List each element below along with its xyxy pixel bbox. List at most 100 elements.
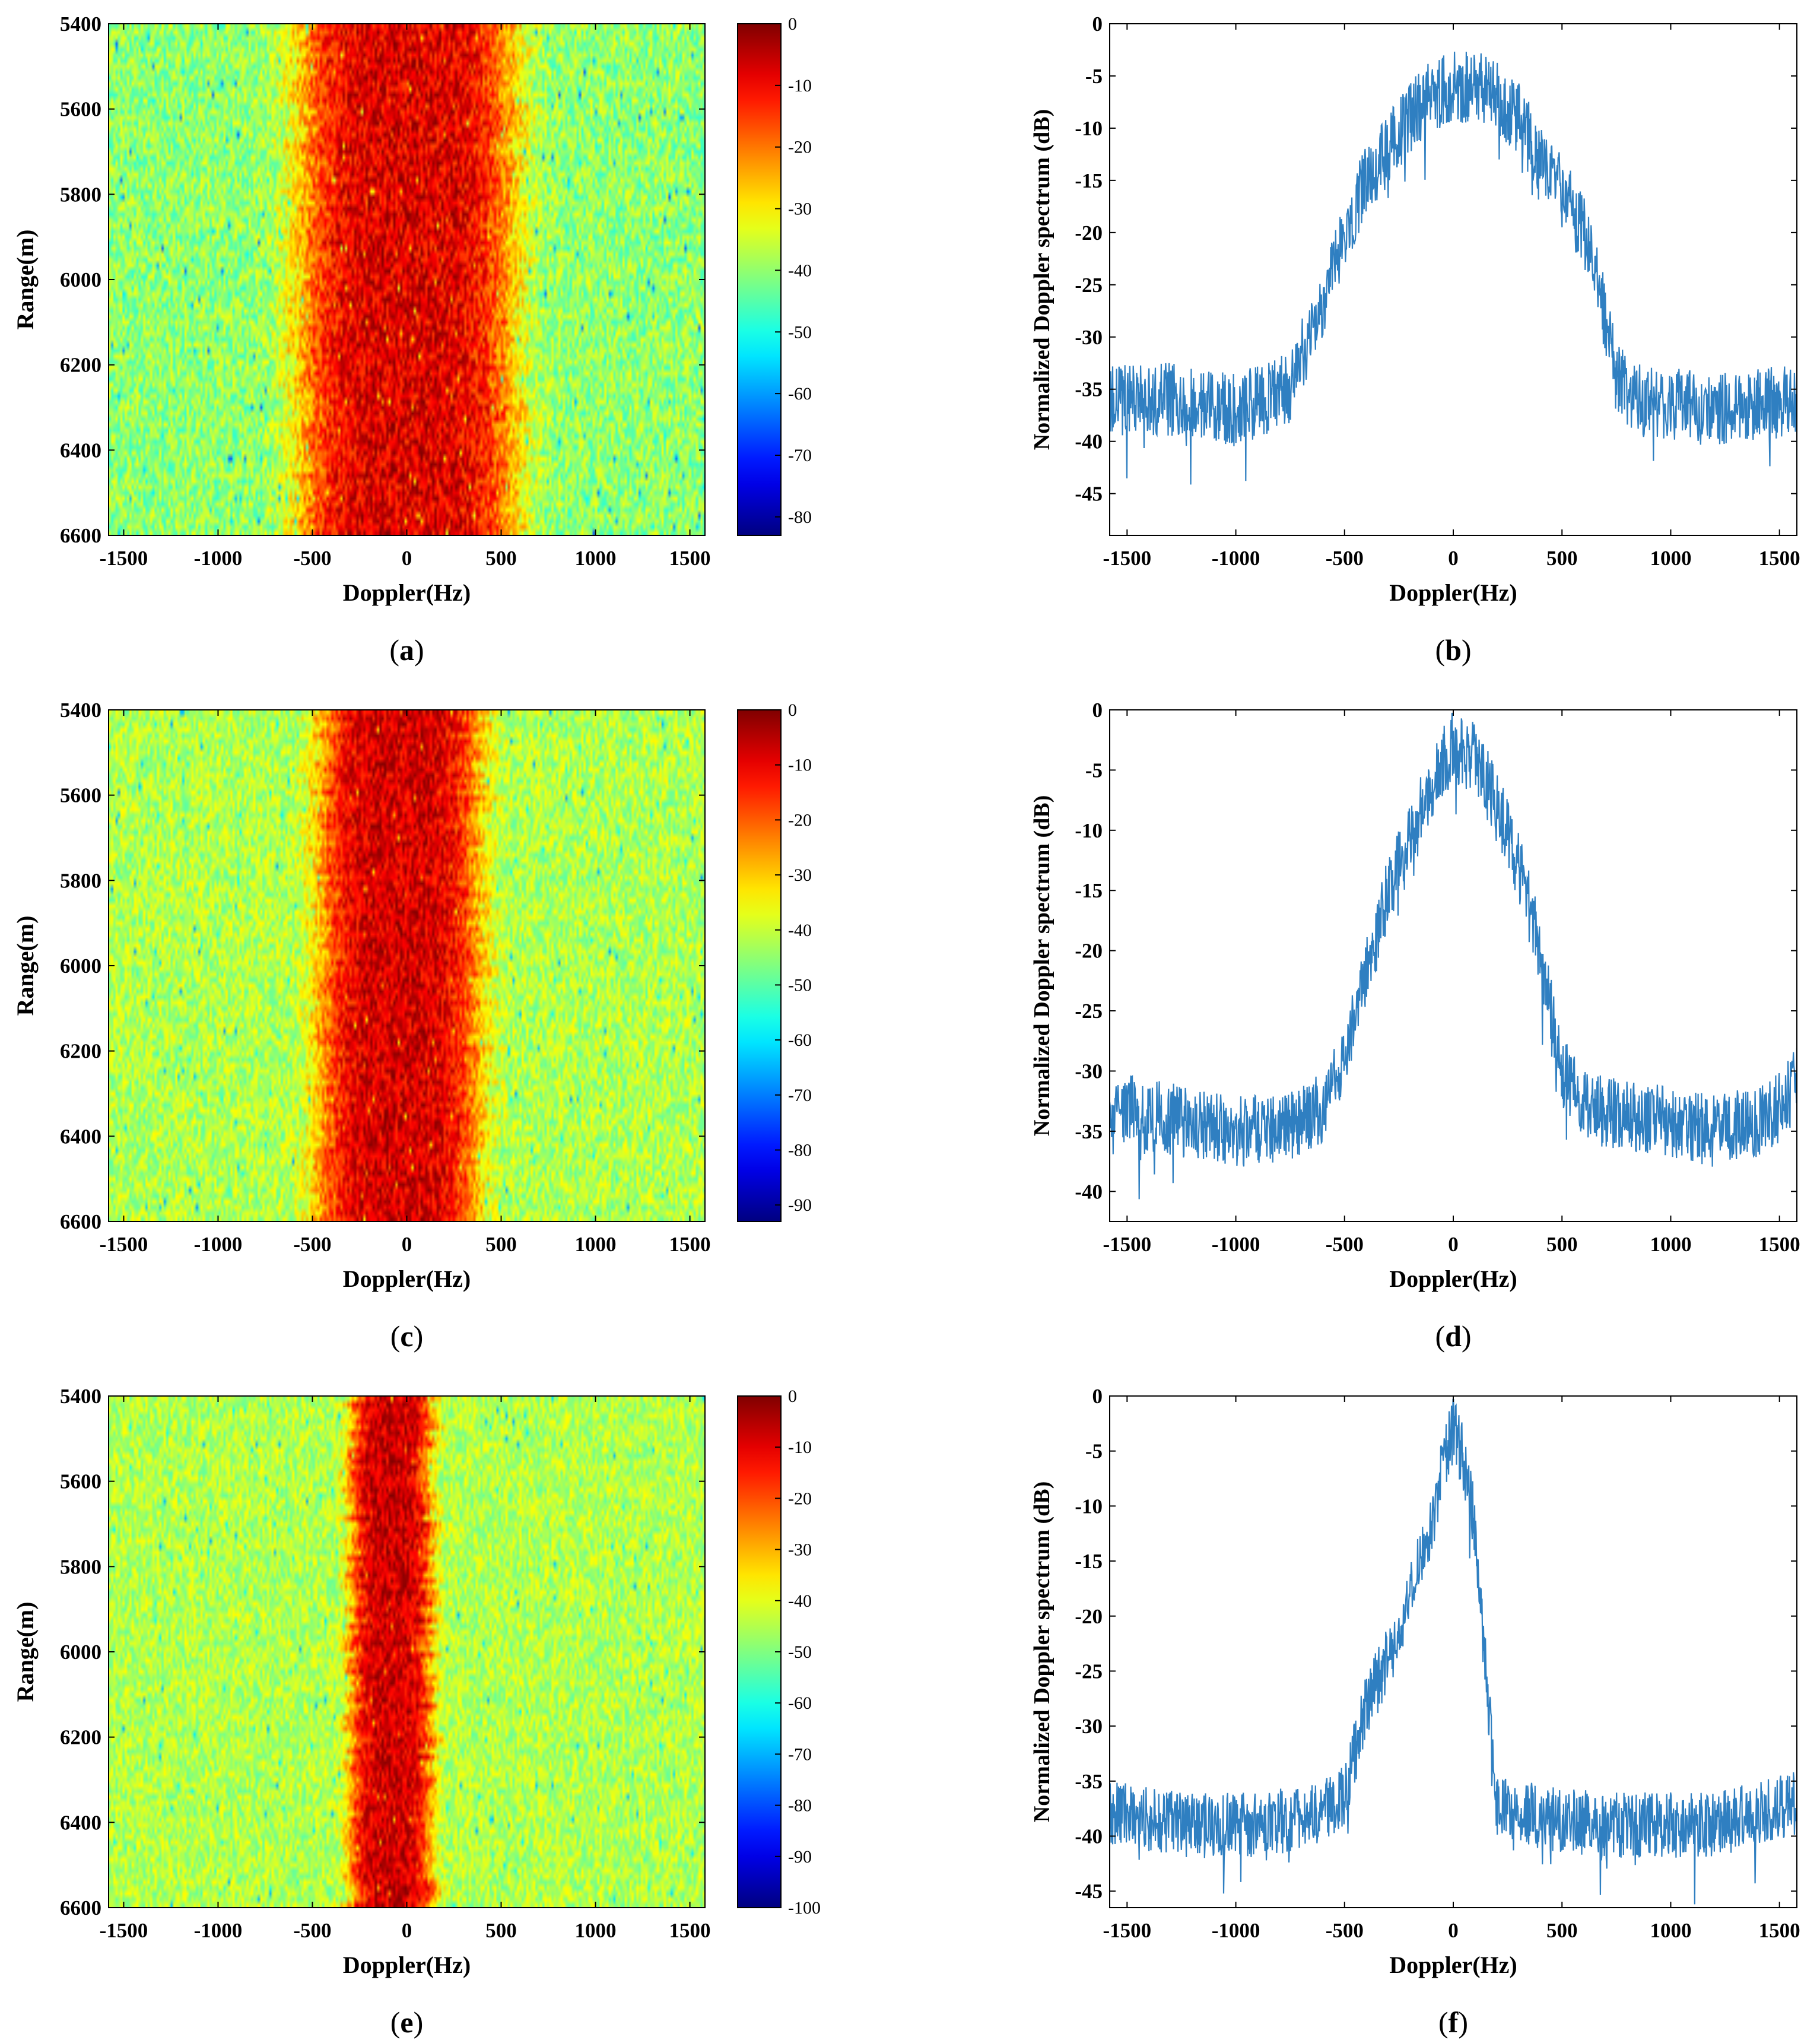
y-tick-label: -35: [1075, 378, 1103, 401]
y-tick-label: -5: [1085, 759, 1103, 782]
colorbar: 0 -10 -20 -30 -40 -50 -60 -70 -80 -90 -100: [737, 1387, 821, 1918]
y-tick-label: 6000: [60, 1641, 101, 1664]
colorbar-gradient: [737, 23, 782, 536]
spectrum-panel-f: -1500 -1000 -500 0 500 1000 1500 0 -5 -10 -15 -20 -2…: [1030, 1385, 1800, 2039]
colorbar-tick-label: -60: [788, 1030, 812, 1050]
x-tick-label: 1500: [1759, 547, 1800, 570]
x-tick-label: 1000: [575, 1233, 617, 1256]
y-tick-label: 0: [1092, 699, 1103, 722]
spectrum-line: [1110, 712, 1797, 1200]
x-tick-label: 0: [1448, 1233, 1459, 1256]
colorbar-tick-label: -40: [788, 261, 812, 280]
spectrum-panel-b: -1500 -1000 -500 0 500 1000 1500 0 -5 -10 -15 -20 -2…: [1030, 12, 1800, 667]
x-tick-label: -500: [293, 547, 331, 570]
heatmap-panel-e: -1500 -1000 -500 0 500 1000 150054005600580060…: [12, 1385, 821, 2039]
x-tick-label: -1000: [194, 1919, 243, 1942]
x-tick-label: -1000: [1212, 547, 1260, 570]
y-tick-label: 5800: [60, 869, 101, 892]
colorbar-tick-label: -70: [788, 1086, 812, 1105]
y-tick-label: -30: [1075, 1059, 1103, 1083]
y-tick-label: 5400: [60, 1385, 101, 1408]
y-tick-label: -30: [1075, 1715, 1103, 1738]
y-tick-label: -10: [1075, 819, 1103, 842]
colorbar-tick-label: -90: [788, 1847, 812, 1867]
x-axis-label: Doppler(Hz): [343, 1265, 471, 1292]
y-tick-label: 6600: [60, 1210, 101, 1233]
x-tick-label: -1500: [100, 547, 148, 570]
panel-label: (d): [1435, 1319, 1471, 1353]
y-tick-label: -15: [1075, 879, 1103, 902]
y-tick-label: 6600: [60, 524, 101, 547]
y-tick-label: 6400: [60, 439, 101, 462]
panel-label: (e): [390, 2006, 424, 2039]
y-tick-label: -10: [1075, 1495, 1103, 1518]
y-tick-label: -35: [1075, 1770, 1103, 1793]
y-tick-label: -30: [1075, 326, 1103, 349]
x-tick-label: -500: [1326, 1919, 1364, 1942]
y-axis-label: Normalized Doppler spectrum (dB): [1030, 795, 1054, 1137]
colorbar: 0 -10 -20 -30 -40 -50 -60 -70 -80 -90: [737, 700, 812, 1222]
colorbar-tick-label: -70: [788, 446, 812, 465]
x-tick-label: 1500: [669, 547, 711, 570]
y-tick-label: 6200: [60, 1726, 101, 1749]
y-tick-label: -5: [1085, 65, 1103, 88]
x-tick-label: 500: [485, 547, 517, 570]
x-axis-label: Doppler(Hz): [1389, 579, 1517, 606]
colorbar-tick-label: -40: [788, 921, 812, 940]
y-tick-label: -15: [1075, 1550, 1103, 1573]
x-tick-label: 0: [1448, 547, 1459, 570]
y-tick-label: -10: [1075, 117, 1103, 140]
x-tick-label: 1500: [669, 1919, 711, 1942]
colorbar-tick-label: -60: [788, 1693, 812, 1713]
x-tick-label: 1500: [1759, 1919, 1800, 1942]
colorbar-gradient: [737, 1395, 782, 1908]
colorbar-tick-label: -80: [788, 507, 812, 527]
colorbar-tick-label: -70: [788, 1744, 812, 1764]
y-axis-label: Range(m): [12, 1602, 39, 1702]
x-axis-label: Doppler(Hz): [1389, 1265, 1517, 1292]
y-tick-label: 0: [1092, 12, 1103, 36]
x-tick-label: 1000: [575, 1919, 617, 1942]
y-tick-label: -20: [1075, 940, 1103, 963]
colorbar-tick-label: -30: [788, 199, 812, 219]
y-tick-label: 5400: [60, 699, 101, 722]
x-axis-label: Doppler(Hz): [343, 579, 471, 606]
y-tick-label: 5800: [60, 183, 101, 206]
colorbar-tick-label: -100: [788, 1898, 821, 1918]
x-tick-label: -1000: [194, 547, 243, 570]
colorbar-tick-label: -30: [788, 1540, 812, 1560]
y-tick-label: -25: [1075, 274, 1103, 297]
y-tick-label: 6200: [60, 1040, 101, 1063]
colorbar: 0 -10 -20 -30 -40 -50 -60 -70 -80: [737, 14, 812, 536]
panel-label: (f): [1438, 2006, 1468, 2039]
x-tick-label: -500: [293, 1919, 331, 1942]
colorbar-tick-label: -30: [788, 865, 812, 885]
x-tick-label: 1000: [1650, 547, 1691, 570]
colorbar-tick-label: -80: [788, 1796, 812, 1816]
y-tick-label: -20: [1075, 1605, 1103, 1628]
x-tick-label: -1500: [100, 1919, 148, 1942]
heatmap-panel-a: -1500 -1000 -500 0 500 1000 150054005600580060…: [12, 12, 812, 667]
heatmap-raster: [109, 24, 705, 535]
y-tick-label: -40: [1075, 1825, 1103, 1848]
x-tick-label: 0: [402, 1919, 412, 1942]
colorbar-tick-label: -10: [788, 76, 812, 96]
colorbar-tick-label: 0: [788, 14, 797, 34]
panel-label: (c): [390, 1319, 424, 1353]
colorbar-tick-label: -20: [788, 810, 812, 830]
x-tick-label: 0: [402, 547, 412, 570]
y-tick-label: -5: [1085, 1440, 1103, 1463]
colorbar-tick-label: -10: [788, 1438, 812, 1457]
x-tick-label: -500: [1326, 1233, 1364, 1256]
y-tick-label: 5800: [60, 1555, 101, 1578]
colorbar-tick-label: -50: [788, 975, 812, 995]
colorbar-tick-label: -50: [788, 322, 812, 342]
colorbar-tick-label: -80: [788, 1141, 812, 1160]
y-axis-label: Range(m): [12, 916, 39, 1016]
spectrum-panel-d: -1500 -1000 -500 0 500 1000 1500 0 -5 -10 -15 -20 -2…: [1030, 699, 1800, 1353]
heatmap-panel-c: -1500 -1000 -500 0 500 1000 150054005600580060…: [12, 699, 812, 1353]
y-tick-label: -45: [1075, 483, 1103, 506]
x-tick-label: -500: [1326, 547, 1364, 570]
colorbar-tick-label: -90: [788, 1195, 812, 1215]
x-tick-label: -1500: [1103, 1233, 1151, 1256]
